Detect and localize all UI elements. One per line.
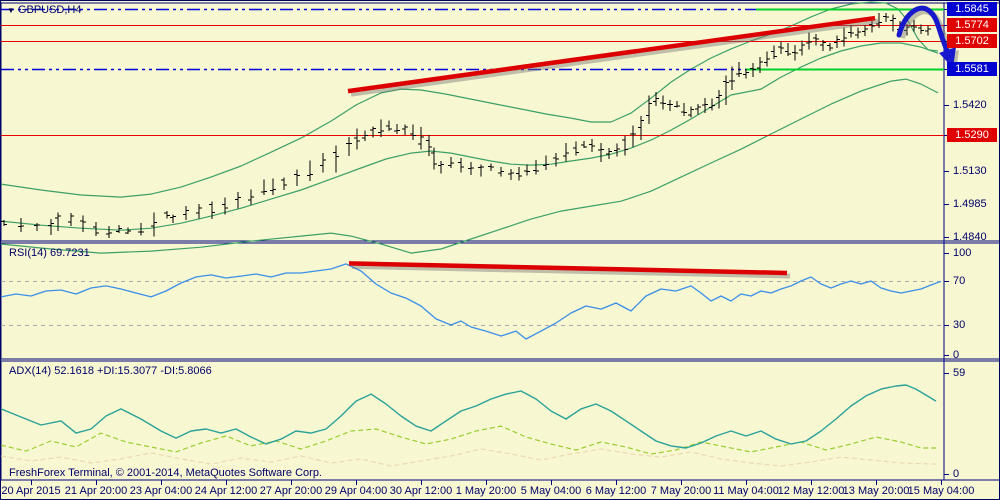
bollinger-bands: [1, 1, 939, 254]
time-axis-label: 13 May 20:00: [842, 485, 910, 497]
time-axis-label: 30 Apr 12:00: [389, 485, 453, 497]
price-bars: [1, 13, 931, 238]
time-axis-label: 7 May 20:00: [650, 485, 712, 497]
time-axis-label: 21 Apr 20:00: [64, 485, 128, 497]
time-axis-label: 6 May 12:00: [585, 485, 647, 497]
symbol-marker-icon: ▼: [7, 6, 15, 15]
time-axis-label: 29 Apr 04:00: [324, 485, 388, 497]
price-scale-value: 1.4840: [953, 231, 987, 243]
indicator-scale-value: 0: [953, 468, 960, 480]
indicator-scale-value: 100: [953, 247, 972, 259]
price-level-badge: 1.5290: [947, 127, 997, 142]
time-axis-label: 15 May 04:00: [907, 485, 975, 497]
indicator-scale-value: 70: [953, 275, 966, 287]
price-level-badge: 1.5774: [947, 18, 997, 33]
symbol-text: GBPUSD,H4: [17, 4, 82, 16]
time-axis-label: 23 Apr 04:00: [129, 485, 193, 497]
price-scale-value: 1.4985: [953, 198, 987, 211]
indicator-scale-value: 0: [953, 349, 960, 361]
symbol-timeframe-label: ▼ GBPUSD,H4: [7, 4, 82, 16]
price-scale-value: 1.5130: [953, 165, 987, 178]
rsi-plot: [1, 261, 944, 340]
adx-panel: [1, 360, 999, 481]
time-axis-label: 12 May 12:00: [777, 485, 845, 497]
price-level-badge: 1.5702: [947, 34, 997, 49]
time-axis-label: 27 Apr 20:00: [259, 485, 323, 497]
trend-line-main[interactable]: [347, 15, 879, 97]
time-axis-label: 5 May 04:00: [520, 485, 582, 497]
rsi-panel: [1, 242, 999, 360]
adx-indicator-label: ADX(14) 52.1618 +DI:15.3077 -DI:5.8066: [9, 365, 212, 377]
time-axis-label: 11 May 04:00: [713, 485, 779, 497]
time-axis-label: 20 Apr 2015: [1, 485, 61, 497]
price-levels[interactable]: [1, 8, 944, 136]
price-level-badge: 1.5845: [947, 2, 997, 16]
rsi-indicator-label: RSI(14) 69.7231: [9, 247, 90, 259]
main-panel: [1, 2, 999, 242]
time-axis-label: 24 Apr 12:00: [194, 485, 258, 497]
price-level-badge: 1.5581: [947, 61, 997, 76]
time-axis-label: 1 May 20:00: [455, 485, 517, 497]
indicator-scale-value: 59: [953, 367, 966, 379]
indicator-scale-value: 30: [953, 319, 966, 331]
copyright-text: FreshForex Terminal, © 2001-2014, MetaQu…: [9, 467, 322, 479]
price-scale-value: 1.5420: [953, 99, 987, 112]
adx-plot: [1, 384, 937, 467]
